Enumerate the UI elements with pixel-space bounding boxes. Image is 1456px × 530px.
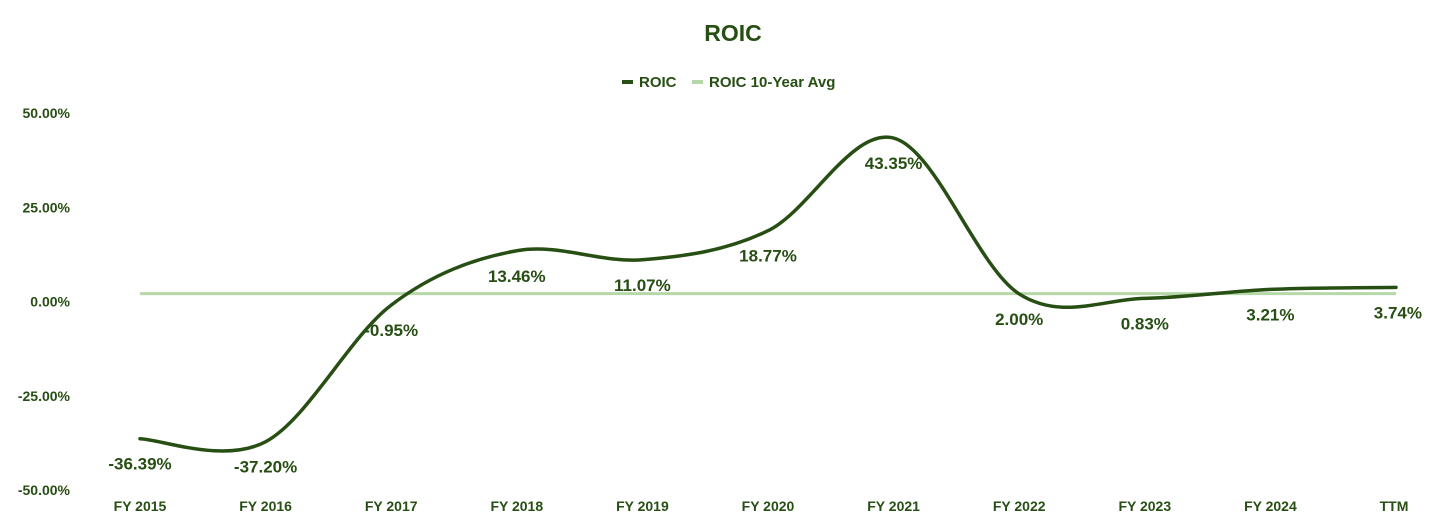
data-label: 11.07% (614, 276, 671, 295)
roic-line (138, 135, 1398, 453)
x-tick-label: FY 2016 (239, 498, 292, 514)
data-label: 43.35% (865, 154, 923, 173)
y-tick-label: 50.00% (23, 105, 71, 121)
legend-label-roic-avg: ROIC 10-Year Avg (709, 74, 835, 91)
x-tick-label: FY 2021 (867, 498, 920, 514)
data-label: 0.83% (1121, 314, 1169, 333)
x-tick-label: FY 2017 (365, 498, 418, 514)
y-axis: 50.00% 25.00% 0.00% -25.00% -50.00% (18, 105, 71, 498)
data-label: 18.77% (739, 247, 797, 266)
legend-label-roic: ROIC (639, 74, 677, 91)
legend-swatch-roic (622, 80, 633, 84)
legend-swatch-roic-avg (692, 80, 703, 84)
x-tick-label: FY 2019 (616, 498, 669, 514)
y-tick-label: 0.00% (30, 294, 70, 310)
x-axis: FY 2015 FY 2016 FY 2017 FY 2018 FY 2019 FY 20… (114, 498, 1409, 514)
data-label: -0.95% (364, 321, 418, 340)
data-label: 13.46% (488, 267, 546, 286)
x-tick-label: TTM (1380, 498, 1409, 514)
data-label: 3.74% (1374, 303, 1422, 322)
y-tick-label: -50.00% (18, 482, 71, 498)
x-tick-label: FY 2020 (742, 498, 795, 514)
legend: ROIC ROIC 10-Year Avg (622, 74, 835, 91)
x-tick-label: FY 2024 (1244, 498, 1297, 514)
x-tick-label: FY 2023 (1118, 498, 1171, 514)
x-tick-label: FY 2018 (490, 498, 543, 514)
data-label: 3.21% (1246, 305, 1294, 324)
y-tick-label: -25.00% (18, 388, 71, 404)
data-label: 2.00% (995, 310, 1043, 329)
y-tick-label: 25.00% (23, 199, 71, 215)
data-labels: -36.39% -37.20% -0.95% 13.46% 11.07% 18.77% 43… (108, 154, 1422, 477)
data-label: -37.20% (234, 458, 297, 477)
data-label: -36.39% (108, 455, 171, 474)
x-tick-label: FY 2015 (114, 498, 167, 514)
chart-title: ROIC (704, 20, 762, 46)
x-tick-label: FY 2022 (993, 498, 1046, 514)
series-roic (138, 135, 1398, 453)
